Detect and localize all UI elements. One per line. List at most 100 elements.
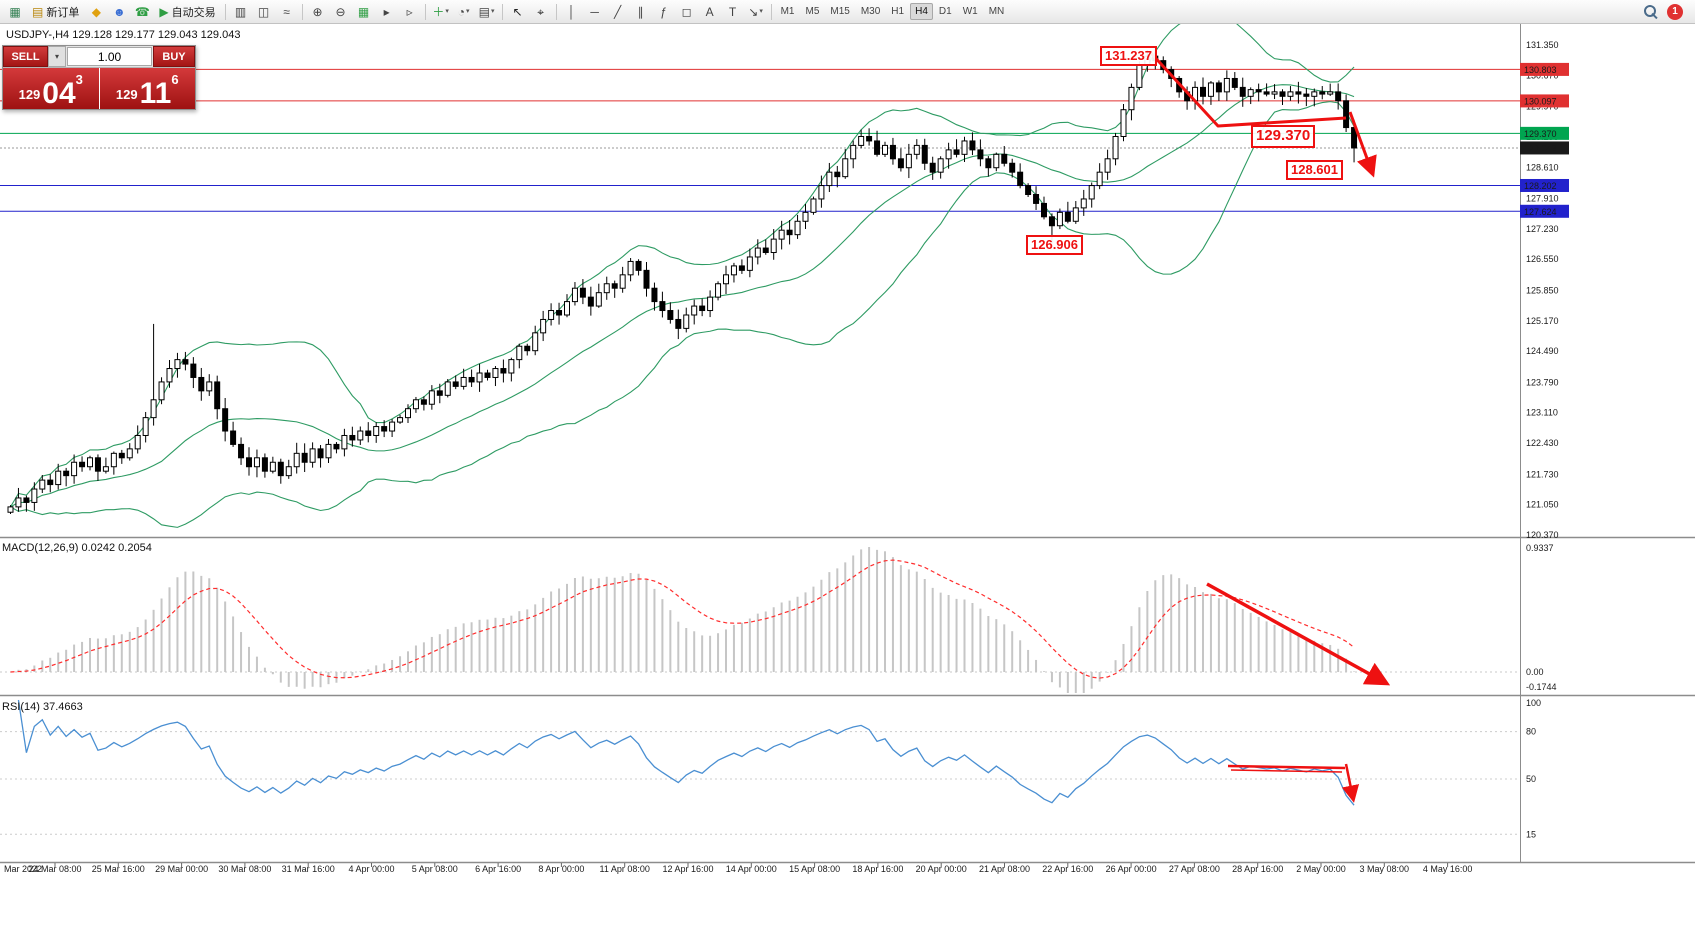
chart-title: USDJPY-,H4 129.128 129.177 129.043 129.0… bbox=[6, 29, 241, 41]
shapes-icon[interactable]: ◻ bbox=[681, 4, 692, 19]
svg-text:14 Apr 00:00: 14 Apr 00:00 bbox=[726, 864, 777, 874]
candles-mode-icon[interactable]: ◫ bbox=[257, 4, 270, 19]
timeframe-d1[interactable]: D1 bbox=[938, 6, 952, 17]
timeframe-mn[interactable]: MN bbox=[988, 6, 1005, 17]
alerts-icon[interactable]: ☎ bbox=[134, 4, 150, 19]
svg-text:0.9337: 0.9337 bbox=[1526, 543, 1554, 553]
text-icon[interactable]: A bbox=[705, 4, 714, 19]
svg-text:80: 80 bbox=[1526, 727, 1536, 737]
svg-text:5 Apr 08:00: 5 Apr 08:00 bbox=[412, 864, 458, 874]
annotation-target-level[interactable]: 128.601 bbox=[1286, 160, 1343, 181]
add-indicator-icon[interactable]: ＋ ▾ bbox=[432, 4, 449, 19]
svg-text:28 Apr 16:00: 28 Apr 16:00 bbox=[1232, 864, 1283, 874]
svg-text:4 Apr 00:00: 4 Apr 00:00 bbox=[348, 864, 394, 874]
notification-badge[interactable]: 1 bbox=[1667, 3, 1683, 20]
toolbar-separator bbox=[224, 3, 226, 20]
ask-price[interactable]: 129 11 6 bbox=[99, 68, 195, 110]
svg-text:128.610: 128.610 bbox=[1526, 162, 1559, 172]
algo-trading-label: 自动交易 bbox=[171, 6, 216, 19]
svg-text:128.202: 128.202 bbox=[1524, 181, 1557, 191]
toolbar-separator bbox=[301, 3, 303, 20]
rsi-label: RSI(14) 37.4663 bbox=[2, 701, 83, 713]
periods-icon[interactable]: ◔ ▾ bbox=[457, 4, 470, 19]
chevron-down-icon: ▾ bbox=[465, 8, 470, 15]
price-axis[interactable]: 131.350130.670129.970129.290128.610127.9… bbox=[1526, 40, 1559, 540]
ask-big-digits: 11 bbox=[139, 76, 172, 110]
timeframe-w1[interactable]: W1 bbox=[962, 6, 978, 17]
bid-pip-digit: 3 bbox=[75, 72, 83, 87]
sell-button[interactable]: SELL bbox=[3, 46, 48, 67]
algo-trading-icon: ▶ bbox=[159, 4, 169, 19]
buy-button[interactable]: BUY bbox=[153, 46, 195, 67]
timeframe-m30[interactable]: M30 bbox=[860, 6, 881, 17]
rsi-indicator: 100 80 50 15 bbox=[0, 698, 1541, 839]
horizontal-level-lines[interactable] bbox=[0, 68, 1520, 212]
svg-text:Mar 2022: Mar 2022 bbox=[4, 864, 42, 874]
new-order-button[interactable]: ▤ 新订单 bbox=[27, 1, 84, 22]
auto-scroll-icon[interactable]: ▸ bbox=[383, 4, 390, 19]
chevron-down-icon: ▾ bbox=[445, 8, 449, 15]
chart-canvas[interactable]: 0.9337 0.00 -0.1744 100 80 50 15 131.350130.6… bbox=[0, 24, 1695, 946]
timeframe-m1[interactable]: M1 bbox=[780, 6, 795, 17]
svg-text:127.230: 127.230 bbox=[1526, 224, 1559, 234]
svg-text:123.790: 123.790 bbox=[1526, 377, 1559, 387]
line-mode-icon[interactable]: ≈ bbox=[283, 4, 290, 19]
label-icon[interactable]: T bbox=[728, 4, 737, 19]
toolbar-right: 1 bbox=[1643, 3, 1691, 20]
crosshair-icon[interactable]: ⌖ bbox=[537, 4, 544, 19]
channel-icon[interactable]: ∥ bbox=[637, 4, 644, 19]
zoom-out-icon[interactable]: ⊖ bbox=[335, 4, 346, 19]
bid-prefix: 129 bbox=[18, 87, 41, 102]
svg-text:120.370: 120.370 bbox=[1526, 530, 1559, 540]
svg-text:0.00: 0.00 bbox=[1526, 667, 1544, 677]
timeframe-m5[interactable]: M5 bbox=[805, 6, 820, 17]
svg-text:3 May 08:00: 3 May 08:00 bbox=[1360, 864, 1410, 874]
search-icon[interactable] bbox=[1643, 4, 1659, 20]
svg-text:15: 15 bbox=[1526, 829, 1536, 839]
horizontal-line-icon[interactable]: ─ bbox=[590, 4, 599, 19]
tile-windows-icon[interactable]: ▦ bbox=[357, 4, 370, 19]
toolbar-main-icons: ▦ ▤ 新订单 ◆ ☻ ☎ ▶ 自动交易 ▥ ◫ ≈ ⊕ ⊖ ▦ ▸ ▹ ＋ ▾ ◔ ▾ ▤ ▾ ↖ ⌖ │ ─ ╱ ∥ ƒ ◻ A T ↘ ▾ bbox=[4, 1, 775, 22]
svg-text:130.097: 130.097 bbox=[1524, 96, 1557, 106]
annotation-prior-low[interactable]: 126.906 bbox=[1026, 235, 1083, 256]
svg-text:18 Apr 16:00: 18 Apr 16:00 bbox=[852, 864, 903, 874]
svg-text:126.550: 126.550 bbox=[1526, 254, 1559, 264]
chart-properties-icon[interactable]: ▤ ▾ bbox=[478, 4, 495, 19]
svg-text:24 Mar 08:00: 24 Mar 08:00 bbox=[28, 864, 81, 874]
svg-text:26 Apr 00:00: 26 Apr 00:00 bbox=[1106, 864, 1157, 874]
volume-input[interactable] bbox=[67, 47, 152, 66]
svg-text:29 Mar 00:00: 29 Mar 00:00 bbox=[155, 864, 208, 874]
timeframe-h1[interactable]: H1 bbox=[891, 6, 905, 17]
svg-text:31 Mar 16:00: 31 Mar 16:00 bbox=[282, 864, 335, 874]
bars-mode-icon[interactable]: ▥ bbox=[234, 4, 247, 19]
timeframe-h4[interactable]: H4 bbox=[910, 3, 933, 20]
metaquotes-icon[interactable]: ◆ bbox=[91, 4, 101, 19]
quote-prices-row: 129 04 3 129 11 6 bbox=[3, 68, 195, 109]
svg-text:12 Apr 16:00: 12 Apr 16:00 bbox=[662, 864, 713, 874]
svg-text:125.850: 125.850 bbox=[1526, 285, 1559, 295]
cursor-icon[interactable]: ↖ bbox=[512, 4, 523, 19]
annotation-retest-level[interactable]: 129.370 bbox=[1251, 125, 1316, 148]
volume-dropdown-button[interactable]: ▾ bbox=[48, 46, 66, 67]
svg-text:2 May 00:00: 2 May 00:00 bbox=[1296, 864, 1346, 874]
vertical-line-icon[interactable]: │ bbox=[567, 4, 576, 19]
bid-price[interactable]: 129 04 3 bbox=[3, 68, 100, 109]
svg-text:123.110: 123.110 bbox=[1526, 408, 1558, 418]
zoom-in-icon[interactable]: ⊕ bbox=[312, 4, 323, 19]
new-chart-icon[interactable]: ▦ bbox=[9, 4, 21, 19]
fibonacci-icon[interactable]: ƒ bbox=[660, 4, 667, 19]
chart-shift-icon[interactable]: ▹ bbox=[406, 4, 413, 19]
annotation-swing-high[interactable]: 131.237 bbox=[1100, 46, 1157, 67]
toolbar: ▦ ▤ 新订单 ◆ ☻ ☎ ▶ 自动交易 ▥ ◫ ≈ ⊕ ⊖ ▦ ▸ ▹ ＋ ▾ ◔ ▾ ▤ ▾ ↖ ⌖ │ ─ ╱ ∥ ƒ ◻ A T ↘ ▾ … bbox=[0, 0, 1695, 24]
svg-text:122.430: 122.430 bbox=[1526, 438, 1559, 448]
trendline-icon[interactable]: ╱ bbox=[613, 4, 622, 19]
timeframe-m15[interactable]: M15 bbox=[830, 6, 850, 17]
accounts-icon[interactable]: ☻ bbox=[113, 4, 126, 19]
trend-annotations[interactable] bbox=[1148, 50, 1391, 803]
arrows-icon[interactable]: ↘ ▾ bbox=[748, 4, 763, 19]
svg-text:127.910: 127.910 bbox=[1526, 194, 1559, 204]
svg-text:8 Apr 00:00: 8 Apr 00:00 bbox=[538, 864, 584, 874]
algo-trading-button[interactable]: ▶ 自动交易 bbox=[154, 1, 220, 22]
